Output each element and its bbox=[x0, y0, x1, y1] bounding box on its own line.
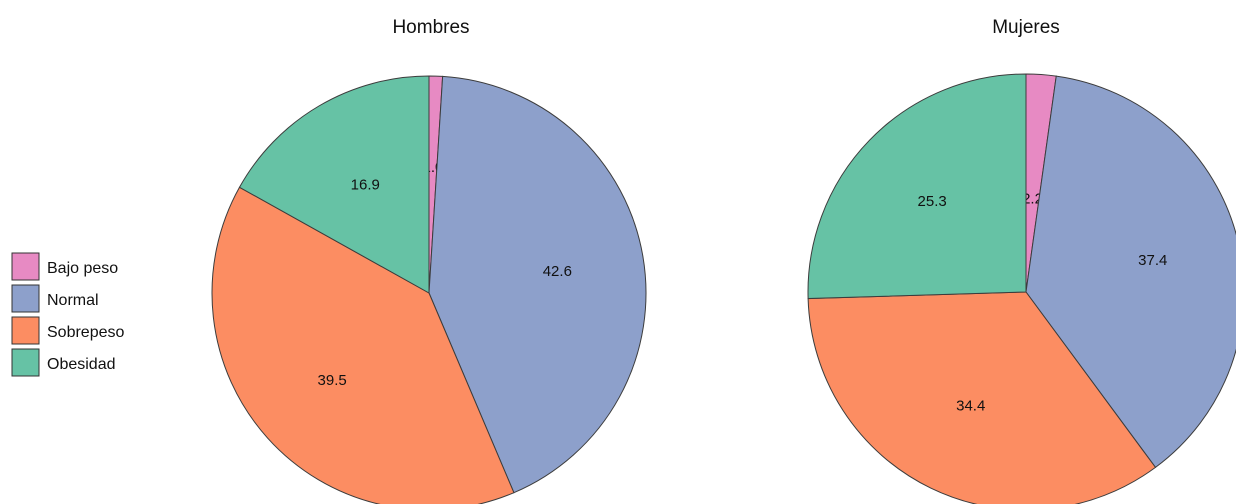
legend-item-obesidad: Obesidad bbox=[11, 348, 116, 377]
pie-slice-obesidad bbox=[238, 75, 430, 294]
pie-slice-sobrepeso bbox=[211, 186, 515, 504]
pie-slice-normal bbox=[1025, 75, 1236, 469]
slice-label-normal: 42.6 bbox=[543, 263, 572, 280]
pie-slice-sobrepeso bbox=[807, 291, 1157, 504]
legend-item-sobrepeso: Sobrepeso bbox=[11, 316, 124, 345]
slice-label-bajo-peso: 2.2 bbox=[1022, 190, 1043, 207]
legend-item-bajo-peso: Bajo peso bbox=[11, 252, 118, 281]
legend-item-normal: Normal bbox=[11, 284, 99, 313]
legend-label: Bajo peso bbox=[47, 260, 118, 277]
slice-label-normal: 37.4 bbox=[1138, 252, 1167, 269]
legend-label: Sobrepeso bbox=[47, 324, 124, 341]
pie-slice-normal bbox=[428, 75, 647, 494]
legend-label: Obesidad bbox=[47, 356, 116, 373]
legend-swatch bbox=[11, 316, 40, 345]
legend: Bajo peso Normal Sobrepeso Obesidad bbox=[11, 252, 124, 377]
legend-swatch bbox=[11, 252, 40, 281]
slice-label-obesidad: 16.9 bbox=[351, 176, 380, 193]
slice-label-obesidad: 25.3 bbox=[918, 193, 947, 210]
legend-swatch bbox=[11, 284, 40, 313]
legend-swatch bbox=[11, 348, 40, 377]
slice-label-sobrepeso: 39.5 bbox=[318, 372, 347, 389]
chart-title: Hombres bbox=[392, 17, 469, 38]
pie-chart-mujeres: Mujeres 2.2 37.4 34.4 25.3 bbox=[807, 17, 1236, 504]
legend-label: Normal bbox=[47, 292, 99, 309]
pie-slice-obesidad bbox=[807, 73, 1027, 300]
slice-label-sobrepeso: 34.4 bbox=[956, 398, 985, 415]
chart-title: Mujeres bbox=[992, 17, 1060, 38]
